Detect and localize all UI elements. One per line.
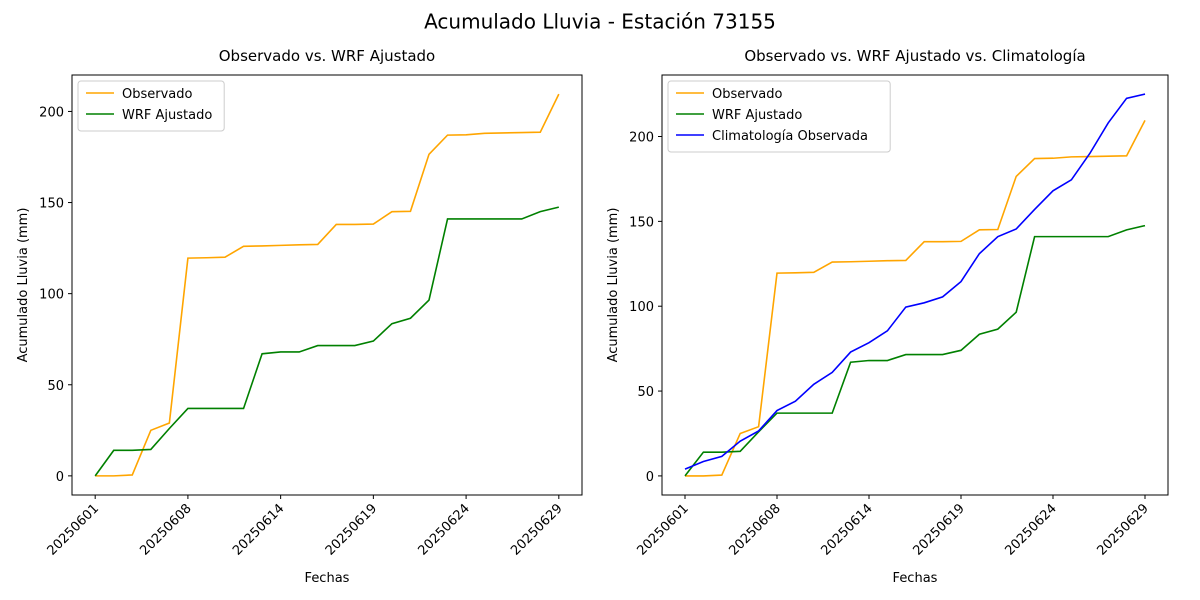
y-tick-label: 100 [629,300,654,315]
legend-box [667,80,891,153]
y-tick-label: 200 [629,131,654,146]
y-tick-label: 150 [39,197,64,212]
y-tick-label: 50 [637,385,654,400]
y-axis-label: Acumulado Lluvia (mm) [16,208,31,363]
x-tick-label: 20250614 [818,501,875,558]
y-axis-label: Acumulado Lluvia (mm) [606,208,621,363]
x-tick-label: 20250629 [508,501,565,558]
series-line [685,120,1146,477]
axes-frame [71,74,583,496]
series-line [684,93,1146,470]
x-tick-label: 20250624 [416,501,473,558]
x-tick-label: 20250601 [634,501,691,558]
x-tick-label: 20250608 [137,501,194,558]
series-line [684,224,1146,477]
x-tick-label: 20250629 [1094,501,1151,558]
y-tick-label: 200 [39,105,64,120]
y-tick-label: 50 [47,379,64,394]
legend-label: WRF Ajustado [712,108,802,123]
x-tick-label: 20250608 [726,501,783,558]
figure-title: Acumulado Lluvia - Estación 73155 [424,10,776,34]
series-line [94,206,560,477]
x-axis-label: Fechas [305,571,350,586]
x-axis-label: Fechas [893,571,938,586]
legend-label: Climatología Observada [712,129,868,144]
series-line [95,93,560,477]
x-tick-label: 20250624 [1002,501,1059,558]
y-tick-label: 150 [629,215,654,230]
axes-title: Observado vs. WRF Ajustado vs. Climatolo… [744,47,1085,65]
legend-label: Observado [122,87,193,102]
legend-box [77,80,225,132]
axes-frame [661,74,1169,496]
x-tick-label: 20250614 [230,501,287,558]
x-tick-label: 20250619 [910,501,967,558]
x-tick-label: 20250619 [323,501,380,558]
x-tick-label: 20250601 [45,501,102,558]
y-tick-label: 0 [56,470,64,485]
legend-label: Observado [712,87,783,102]
axes-title: Observado vs. WRF Ajustado [219,47,435,65]
y-tick-label: 0 [646,470,654,485]
legend-label: WRF Ajustado [122,108,212,123]
y-tick-label: 100 [39,288,64,303]
